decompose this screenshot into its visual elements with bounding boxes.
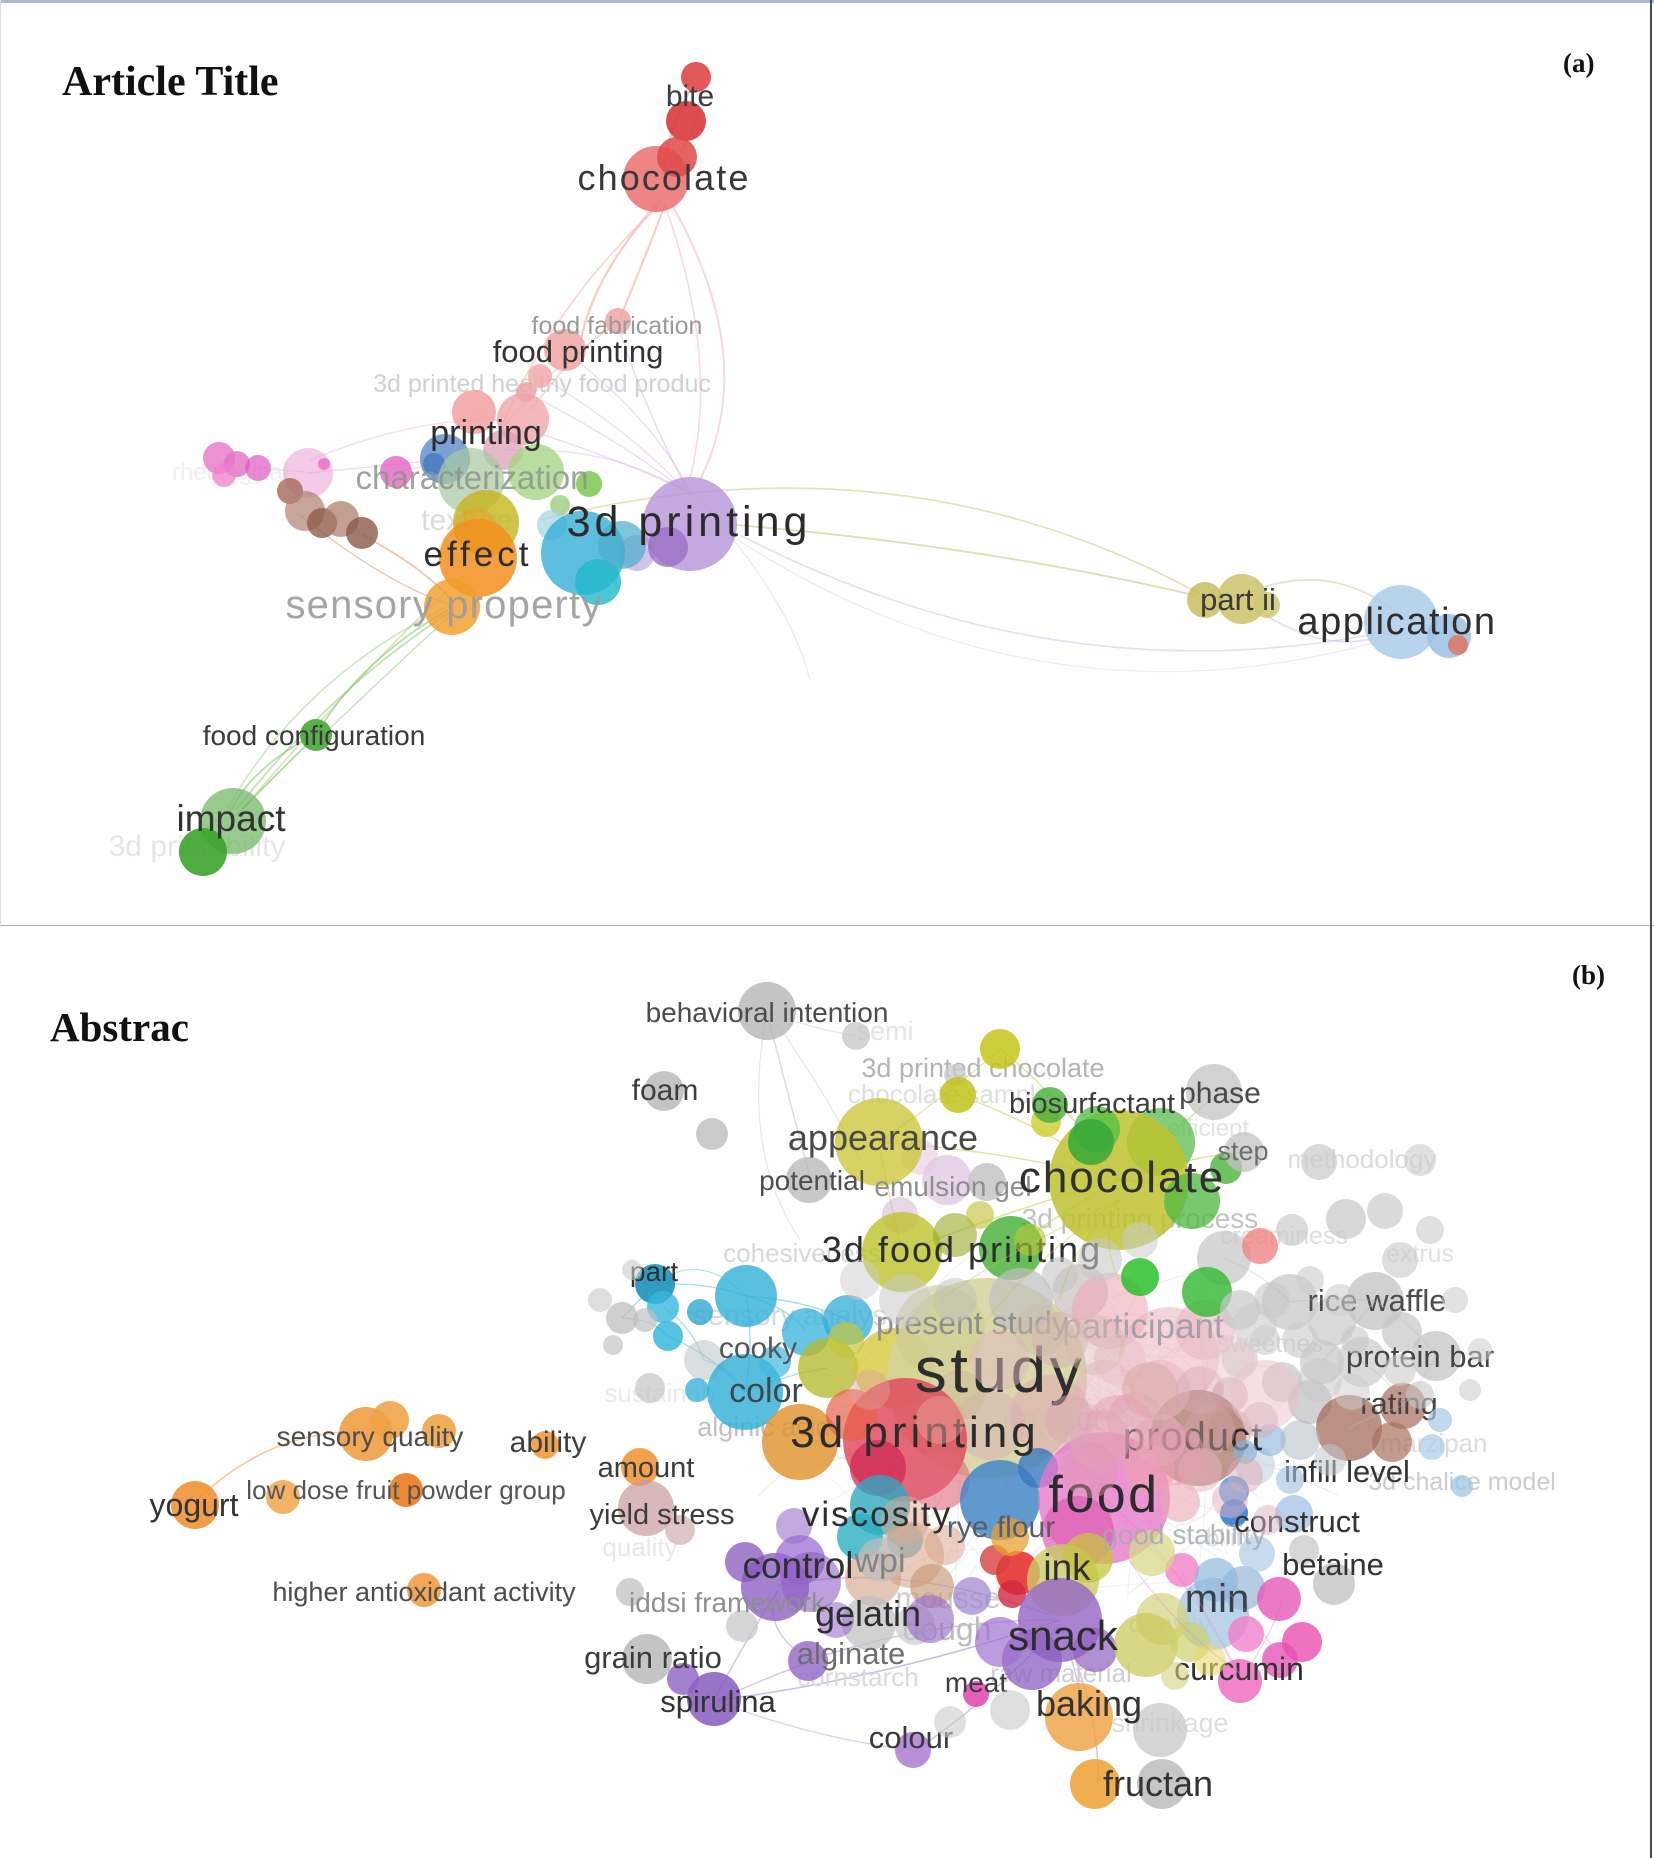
svg-text:effect: effect: [424, 535, 533, 574]
svg-text:sensory property: sensory property: [285, 583, 602, 627]
svg-text:higher antioxidant activity: higher antioxidant activity: [272, 1577, 576, 1607]
svg-text:betaine: betaine: [1282, 1547, 1384, 1582]
svg-text:foam: foam: [632, 1074, 699, 1107]
svg-text:wpi: wpi: [853, 1542, 905, 1580]
svg-text:application: application: [1297, 601, 1496, 643]
svg-text:meat: meat: [945, 1667, 1007, 1698]
svg-text:phase: phase: [1179, 1077, 1261, 1110]
svg-text:infill level: infill level: [1284, 1454, 1410, 1489]
svg-text:emulsion gel: emulsion gel: [874, 1171, 1031, 1202]
svg-text:yield stress: yield stress: [589, 1499, 734, 1531]
svg-text:part ii: part ii: [1200, 582, 1276, 617]
svg-text:appearance: appearance: [788, 1117, 978, 1158]
svg-text:ability: ability: [510, 1426, 587, 1459]
svg-text:alginate: alginate: [797, 1636, 906, 1671]
svg-text:baking: baking: [1036, 1683, 1142, 1724]
svg-text:good stability: good stability: [1102, 1519, 1265, 1550]
svg-text:rye flour: rye flour: [947, 1511, 1055, 1544]
svg-text:construct: construct: [1234, 1504, 1360, 1539]
svg-text:impact: impact: [177, 798, 287, 839]
svg-text:behavioral intention: behavioral intention: [646, 997, 889, 1028]
svg-text:chocolate: chocolate: [1019, 1153, 1225, 1202]
svg-text:printing: printing: [430, 414, 542, 452]
svg-text:sensory quality: sensory quality: [277, 1421, 464, 1452]
svg-text:control: control: [742, 1545, 853, 1586]
svg-text:yogurt: yogurt: [150, 1487, 239, 1523]
svg-text:food configuration: food configuration: [203, 720, 426, 751]
svg-text:fructan: fructan: [1103, 1763, 1213, 1804]
svg-text:snack: snack: [1008, 1612, 1119, 1659]
svg-text:potential: potential: [759, 1165, 865, 1196]
svg-text:food fabrication: food fabrication: [532, 312, 703, 340]
svg-text:bite: bite: [666, 80, 714, 113]
svg-text:ink: ink: [1043, 1547, 1091, 1588]
svg-text:participant: participant: [1062, 1307, 1224, 1346]
svg-text:low dose fruit powder group: low dose fruit powder group: [246, 1475, 565, 1505]
svg-text:gelatin: gelatin: [815, 1593, 921, 1634]
svg-text:3d printing: 3d printing: [790, 1408, 1039, 1457]
svg-text:cooky: cooky: [719, 1332, 797, 1365]
svg-text:iddsi framework: iddsi framework: [629, 1587, 826, 1618]
svg-text:grain ratio: grain ratio: [584, 1640, 722, 1675]
svg-text:min: min: [1185, 1577, 1249, 1621]
svg-text:quality: quality: [602, 1532, 677, 1562]
svg-text:3d printing: 3d printing: [567, 498, 812, 546]
svg-text:food: food: [1048, 1466, 1159, 1524]
svg-text:biosurfactant: biosurfactant: [1009, 1088, 1175, 1120]
svg-text:curcumin: curcumin: [1174, 1651, 1304, 1687]
svg-text:viscosity: viscosity: [802, 1495, 952, 1534]
svg-text:spirulina: spirulina: [660, 1684, 776, 1719]
svg-text:characterization: characterization: [356, 459, 589, 496]
svg-text:step: step: [1217, 1136, 1268, 1166]
svg-text:color: color: [729, 1372, 803, 1410]
svg-text:food printing: food printing: [493, 334, 664, 369]
svg-text:amount: amount: [598, 1452, 695, 1484]
svg-text:chocolate: chocolate: [577, 157, 750, 198]
